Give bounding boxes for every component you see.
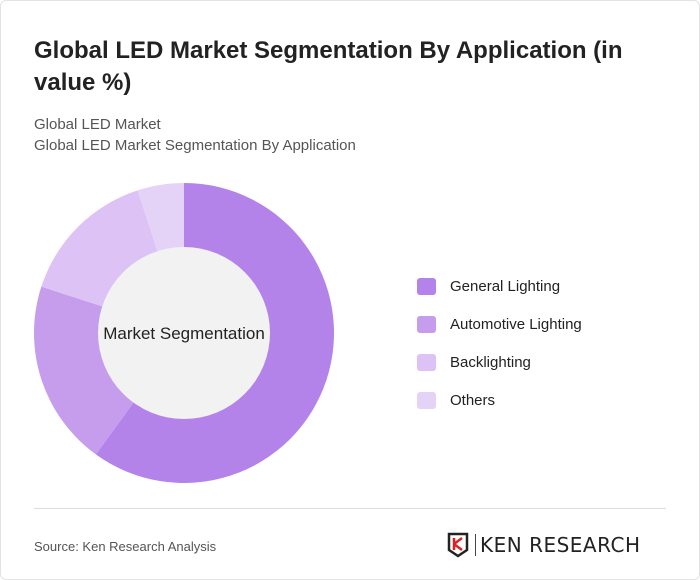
legend-item[interactable]: Others — [417, 381, 582, 419]
legend-label: General Lighting — [450, 277, 561, 295]
legend-item[interactable]: Backlighting — [417, 343, 582, 381]
logo-separator — [475, 534, 476, 556]
source-note: Source: Ken Research Analysis — [34, 539, 217, 554]
logo-text: KEN RESEARCH — [480, 533, 641, 557]
legend-item[interactable]: Automotive Lighting — [417, 305, 582, 343]
subtitle-market: Global LED Market — [34, 116, 161, 133]
ken-logo-icon — [447, 532, 469, 558]
legend-swatch — [417, 353, 436, 371]
donut-hole — [98, 247, 270, 419]
legend-swatch — [417, 391, 436, 409]
legend-swatch — [417, 315, 436, 333]
center-label: Market Segmentation — [103, 324, 265, 343]
legend-swatch — [417, 277, 436, 295]
legend-label: Others — [450, 391, 496, 409]
legend-label: Backlighting — [450, 353, 531, 371]
donut-chart: Market Segmentation — [34, 183, 335, 483]
divider — [34, 508, 666, 509]
legend-label: Automotive Lighting — [450, 315, 582, 333]
legend: General Lighting Automotive Lighting Backl… — [417, 267, 582, 419]
chart-title: Global LED Market Segmentation By Applic… — [34, 37, 623, 96]
subtitle-segmentation: Global LED Market Segmentation By Applic… — [34, 137, 356, 154]
ken-research-logo: KEN RESEARCH — [447, 532, 641, 558]
legend-item[interactable]: General Lighting — [417, 267, 582, 305]
